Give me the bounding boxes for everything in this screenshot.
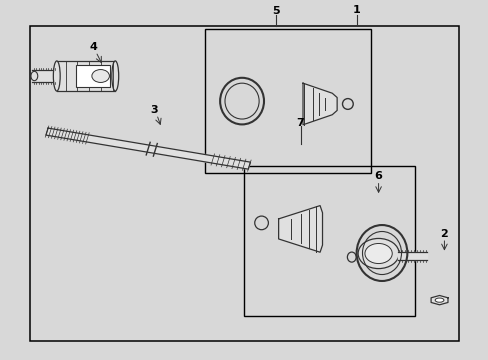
Circle shape <box>364 243 391 264</box>
Circle shape <box>92 69 109 82</box>
Polygon shape <box>430 296 447 305</box>
Bar <box>30 26 458 341</box>
Bar <box>205 30 370 173</box>
Ellipse shape <box>53 61 60 91</box>
Text: 3: 3 <box>150 105 158 115</box>
Circle shape <box>357 238 398 269</box>
Text: 2: 2 <box>440 229 447 239</box>
Text: 1: 1 <box>352 5 360 15</box>
Polygon shape <box>32 70 57 82</box>
Text: 7: 7 <box>296 118 304 128</box>
Bar <box>244 166 414 316</box>
Polygon shape <box>397 252 427 260</box>
Polygon shape <box>278 206 322 252</box>
Ellipse shape <box>434 298 443 302</box>
Ellipse shape <box>112 61 119 91</box>
Polygon shape <box>57 61 115 91</box>
Text: 6: 6 <box>374 171 382 181</box>
Polygon shape <box>46 128 250 169</box>
Polygon shape <box>303 83 336 125</box>
Text: 5: 5 <box>272 6 280 17</box>
Text: 4: 4 <box>89 42 97 52</box>
Bar <box>76 65 110 87</box>
